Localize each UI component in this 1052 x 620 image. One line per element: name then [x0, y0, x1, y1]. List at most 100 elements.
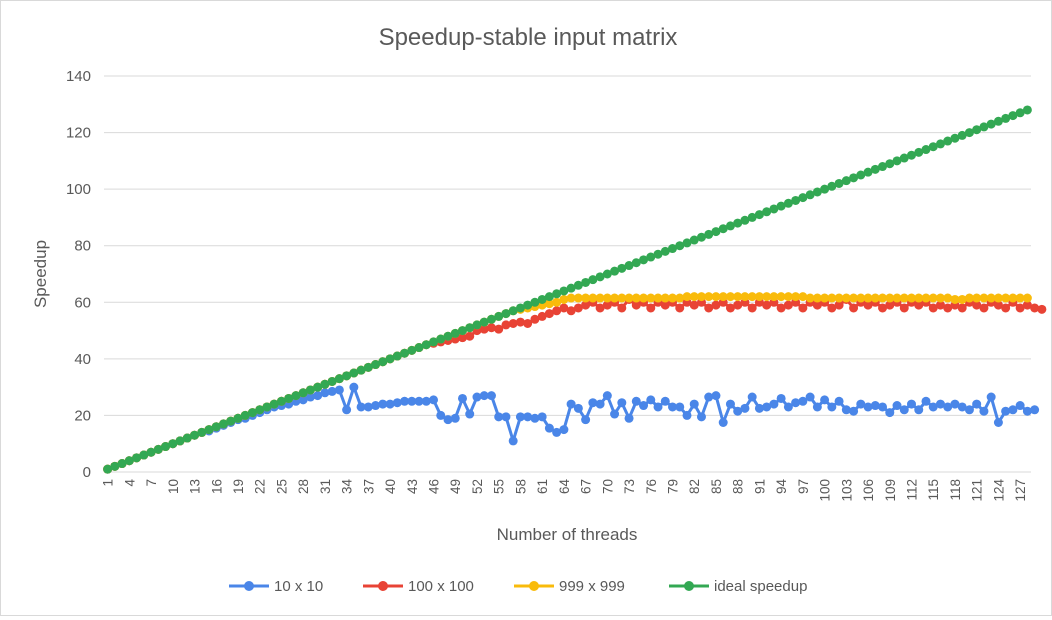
data-point	[718, 418, 728, 427]
data-point	[798, 292, 808, 302]
legend-marker	[529, 581, 539, 591]
legend-label: 999 x 999	[559, 578, 625, 595]
x-tick-label: 106	[861, 479, 876, 502]
y-tick-label: 100	[66, 181, 91, 198]
data-point	[103, 464, 113, 474]
data-point	[885, 293, 895, 303]
data-point	[544, 299, 554, 309]
legend-item: ideal speedup	[669, 578, 807, 595]
data-point	[334, 385, 344, 395]
data-point	[342, 371, 352, 381]
data-point	[429, 395, 439, 405]
data-point	[573, 303, 583, 313]
data-point	[993, 418, 1003, 427]
x-tick-label: 61	[535, 479, 550, 494]
data-point	[928, 142, 938, 152]
data-point	[190, 430, 200, 440]
y-tick-label: 140	[66, 68, 91, 85]
data-point	[914, 147, 924, 157]
data-point	[696, 232, 706, 242]
data-point	[515, 412, 525, 422]
data-point	[124, 456, 134, 466]
data-point	[639, 401, 649, 411]
data-point	[754, 403, 764, 413]
data-point	[639, 293, 649, 303]
x-tick-label: 97	[796, 479, 811, 494]
data-point	[168, 439, 178, 449]
data-point	[544, 309, 554, 319]
data-point	[972, 293, 982, 303]
data-point	[573, 403, 583, 413]
x-tick-label: 22	[253, 479, 268, 494]
x-tick-label: 109	[883, 479, 898, 502]
data-point	[827, 402, 837, 412]
data-point	[812, 300, 822, 310]
data-point	[863, 167, 873, 177]
data-point	[769, 292, 779, 302]
data-point	[508, 436, 518, 446]
data-point	[834, 396, 844, 406]
data-point	[646, 293, 656, 303]
data-point	[132, 453, 142, 463]
data-point	[986, 293, 996, 303]
data-point	[313, 382, 323, 392]
data-point	[443, 331, 453, 341]
data-point	[935, 293, 945, 303]
data-point	[878, 402, 888, 412]
data-point	[935, 139, 945, 149]
data-point	[639, 255, 649, 265]
data-point	[501, 412, 511, 422]
data-point	[479, 391, 489, 401]
data-point	[979, 293, 989, 303]
data-point	[486, 323, 496, 333]
data-point	[247, 408, 257, 418]
y-tick-label: 0	[83, 464, 91, 481]
legend-marker	[684, 581, 694, 591]
gridlines	[104, 75, 1031, 416]
data-point	[834, 300, 844, 310]
x-tick-label: 37	[361, 479, 376, 494]
legend-item: 10 x 10	[229, 578, 323, 595]
data-point	[856, 399, 866, 409]
data-point	[762, 402, 772, 412]
data-point	[849, 406, 859, 416]
x-tick-label: 31	[318, 479, 333, 494]
data-point	[1015, 108, 1025, 118]
x-tick-label: 1	[101, 479, 116, 487]
x-tick-label: 7	[144, 479, 159, 487]
legend-marker	[244, 581, 254, 591]
x-tick-label: 76	[644, 479, 659, 494]
data-point	[957, 402, 967, 412]
data-point	[849, 293, 859, 303]
data-point	[472, 392, 482, 402]
data-point	[298, 395, 308, 405]
x-tick-label: 88	[731, 479, 746, 494]
data-point	[841, 405, 851, 415]
x-tick-label: 10	[166, 479, 181, 494]
data-point	[798, 193, 808, 203]
chart-title: Speedup-stable input matrix	[379, 24, 678, 51]
data-point	[610, 266, 620, 276]
series-line	[107, 297, 1043, 471]
data-point	[805, 190, 815, 200]
data-point	[834, 178, 844, 188]
data-point	[899, 293, 909, 303]
data-point	[407, 345, 417, 355]
data-point	[704, 392, 714, 402]
data-point	[588, 275, 598, 285]
data-point	[284, 393, 294, 403]
data-point	[269, 399, 279, 409]
data-point	[631, 293, 641, 303]
legend-label: 100 x 100	[408, 578, 474, 595]
data-point	[660, 246, 670, 256]
data-point	[972, 125, 982, 135]
data-point	[668, 402, 678, 412]
data-point	[602, 391, 612, 401]
x-tick-label: 118	[948, 479, 963, 501]
data-point	[349, 368, 359, 378]
data-point	[682, 410, 692, 420]
x-tick-label: 94	[774, 479, 789, 495]
data-point	[711, 300, 721, 310]
data-point	[450, 328, 460, 338]
data-point	[711, 292, 721, 302]
